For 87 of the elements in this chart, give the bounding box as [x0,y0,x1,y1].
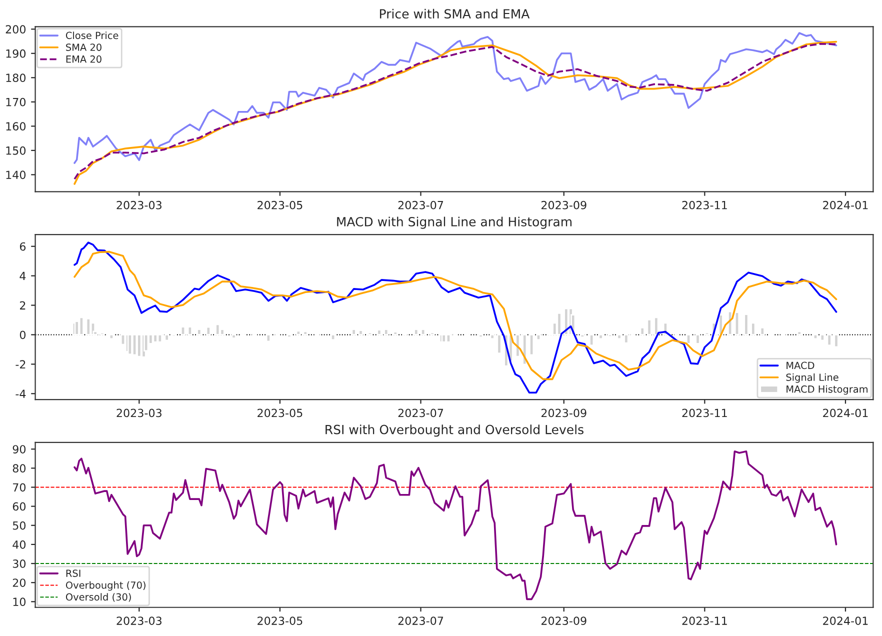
y-tick-label: 0 [20,330,26,340]
bar [367,332,373,336]
y-tick-label: 10 [13,598,26,606]
bar [686,334,692,344]
chart-title: Price with SMA and EMA [380,8,530,19]
legend-label: Overbought (70) [66,581,146,591]
x-tick-label: 2023-07 [398,408,444,418]
bar [598,334,604,340]
legend-label: Close Price [66,32,118,40]
y-tick-label: 50 [12,521,26,530]
bar [414,328,419,336]
y-tick-label: 150 [6,146,26,155]
bar [266,334,271,342]
bar [187,326,192,336]
x-tick-label: 2023-03 [116,616,162,626]
bar [536,334,542,341]
y-tick-label: 160 [6,122,26,131]
y-tick-label: 40 [12,540,26,549]
bar [108,334,114,340]
y-tick-label: 90 [12,445,26,454]
y-tick-label: -4 [16,390,26,398]
y-tick-label: 4 [20,272,26,280]
y-tick-label: 20 [12,578,26,587]
bar [580,334,585,338]
legend-label: RSI [66,570,80,577]
x-tick-label: 2023-09 [541,616,586,626]
bar [157,334,162,343]
bar [330,334,336,341]
x-tick-label: 2023-03 [116,408,162,418]
x-tick-label: 2023-07 [398,200,444,210]
legend-label: SMA 20 [66,44,102,51]
x-tick-label: 2023-11 [682,408,727,418]
bar [420,328,426,336]
bar [231,334,236,339]
y-tick-label: 80 [12,464,26,473]
legend-label: MACD [786,362,814,370]
bar [302,330,308,336]
legend-label: MACD Histogram [786,385,868,395]
bar [196,328,202,336]
y-tick-label: 200 [6,25,26,34]
legend-label: Signal Line [786,373,838,383]
y-tick-label: 180 [6,74,26,82]
legend-label: Oversold (30) [66,593,131,602]
x-tick-label: 2023-11 [682,200,727,210]
bar [529,334,534,356]
y-tick-label: 6 [20,242,26,251]
y-tick-label: 140 [6,170,26,180]
y-tick-label: -2 [16,360,26,368]
bar [296,330,301,336]
bar [734,312,740,336]
bar [704,332,710,336]
bar [478,334,484,338]
bar [695,334,700,344]
bar [132,334,138,356]
y-tick-label: 170 [6,98,26,106]
legend-label: EMA 20 [66,55,102,63]
chart-title: RSI with Overbought and Oversold Levels [326,424,584,437]
x-tick-label: 2024-01 [823,200,868,210]
x-tick-label: 2023-11 [682,616,727,626]
x-tick-label: 2024-01 [823,616,868,626]
x-tick-label: 2023-05 [258,408,302,418]
y-tick-label: 2 [20,301,26,310]
x-tick-label: 2023-05 [258,616,302,626]
y-tick-label: 70 [13,483,26,492]
bar [589,334,594,346]
bar [127,334,132,356]
bar [446,334,451,343]
x-tick-label: 2024-01 [823,408,868,418]
bar [286,334,292,338]
bar [796,330,802,336]
bar [180,326,186,336]
bar [78,316,84,336]
y-tick-label: 60 [12,502,26,511]
y-tick-label: 30 [12,559,26,568]
bar [820,334,825,342]
y-tick-label: 190 [6,49,26,58]
x-tick-label: 2023-09 [541,408,586,418]
bar [392,331,398,336]
x-tick-label: 2023-07 [398,616,444,626]
x-tick-label: 2023-03 [116,200,162,210]
bar [812,334,818,340]
bar [206,326,211,336]
bar [430,332,435,336]
chart-title: MACD with Signal Line and Histogram [337,216,572,229]
bar [760,326,765,336]
x-tick-label: 2023-05 [258,200,302,210]
x-tick-label: 2023-09 [541,200,586,210]
